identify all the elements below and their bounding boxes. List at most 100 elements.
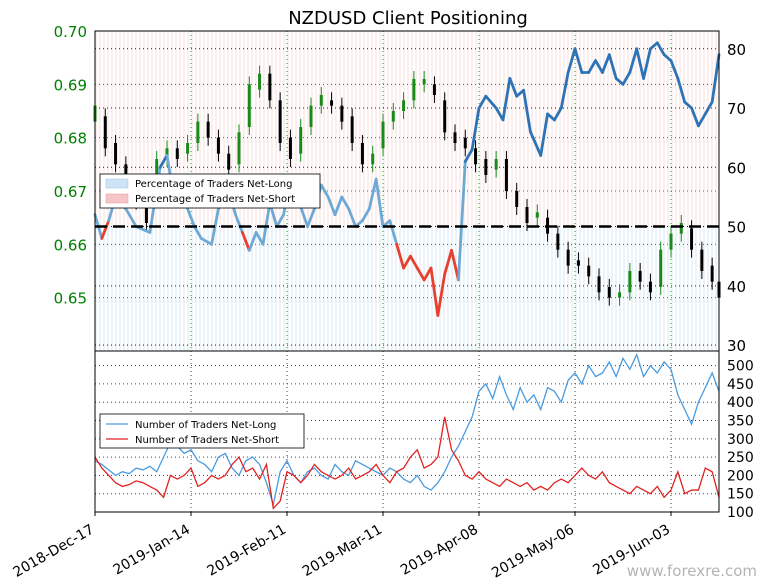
percentage-line-segment (186, 207, 196, 228)
net-short-zone-stripe (127, 31, 129, 227)
percentage-line-segment (607, 53, 618, 80)
net-short-zone-stripe (451, 31, 453, 227)
net-short-zone-stripe (135, 31, 137, 227)
candle-body (494, 159, 498, 170)
net-long-zone-stripe (679, 226, 681, 351)
net-short-zone-stripe (107, 31, 109, 227)
percentage-line-segment (594, 59, 604, 74)
percentage-line-segment (443, 248, 453, 276)
net-long-zone-stripe (655, 226, 657, 351)
candle-body (669, 233, 673, 250)
percentage-tick-label: 50 (727, 219, 746, 237)
net-short-zone-stripe (491, 31, 493, 227)
percentage-line-segment (367, 177, 378, 211)
candle-body (237, 132, 241, 165)
net-long-zone-stripe (475, 226, 477, 351)
percentage-line-segment (662, 53, 673, 63)
net-long-zone-stripe (323, 226, 325, 351)
net-long-zone-stripe (519, 226, 521, 351)
net-long-zone-stripe (95, 226, 97, 351)
percentage-line-segment (703, 100, 714, 116)
net-long-zone-stripe (227, 226, 229, 351)
net-long-zone-stripe (307, 226, 309, 351)
net-short-zone-stripe (407, 31, 409, 227)
candle-body (144, 201, 148, 223)
net-long-zone-stripe (251, 226, 253, 351)
net-short-zone-stripe (607, 31, 609, 227)
net-short-zone-stripe (255, 31, 257, 227)
net-short-zone-stripe (655, 31, 657, 227)
net-long-zone-stripe (571, 226, 573, 351)
net-short-zone-stripe (631, 31, 633, 227)
net-short-zone-stripe (323, 31, 325, 227)
net-short-zone-stripe (119, 31, 121, 227)
net-long-zone-stripe (339, 226, 341, 351)
count-axis-ticks: 100 150 200 250 300 350 400 450 500 (727, 359, 754, 521)
net-long-zone-stripe (123, 226, 125, 351)
net-long-zone-stripe (591, 226, 593, 351)
net-long-zone-stripe (187, 226, 189, 351)
percentage-line-segment (409, 254, 419, 270)
net-short-zone-stripe (571, 31, 573, 227)
net-short-zone-stripe (691, 31, 693, 227)
net-long-zone-stripe (155, 226, 157, 351)
net-long-zone-stripe (499, 226, 501, 351)
net-short-zone-stripe (611, 31, 613, 227)
percentage-line-segment (508, 77, 519, 98)
net-short-zone-stripe (627, 31, 629, 227)
net-short-zone-stripe (339, 31, 341, 227)
percentage-line-segment (347, 207, 357, 228)
count-series-line (94, 416, 720, 510)
net-short-zone-stripe (455, 31, 457, 227)
net-short-zone-stripe (483, 31, 485, 227)
candle-body (103, 116, 107, 149)
net-long-zone-stripe (363, 226, 365, 351)
percentage-line-segment (501, 77, 512, 122)
candle-body (278, 100, 282, 143)
net-short-zone-stripe (467, 31, 469, 227)
candle-body (679, 223, 683, 234)
net-short-zone-stripe (711, 31, 713, 227)
net-long-zone-stripe (183, 226, 185, 351)
net-short-zone-stripe (375, 31, 377, 227)
net-short-zone-stripe (487, 31, 489, 227)
net-short-zone-stripe (515, 31, 517, 227)
percentage-line-segment (247, 231, 258, 252)
net-long-zone-stripe (603, 226, 605, 351)
net-long-zone-stripe (359, 226, 361, 351)
net-long-zone-stripe (647, 226, 649, 351)
net-long-zone-stripe (167, 226, 169, 351)
candle-body (710, 265, 714, 282)
net-short-zone-stripe (211, 31, 213, 227)
candle-body (340, 105, 344, 122)
net-long-zone-stripe (131, 226, 133, 351)
percentage-line-segment (436, 272, 447, 317)
bottom-panel-frame (94, 350, 720, 513)
net-short-zone-stripe (531, 31, 533, 227)
net-long-zone-stripe (451, 226, 453, 351)
percentage-line-segment (374, 177, 385, 228)
candle-body (247, 84, 251, 127)
candle-body (607, 287, 611, 298)
percentage-line-segment (326, 195, 337, 217)
net-short-zone-stripe (651, 31, 653, 227)
net-short-zone-stripe (519, 31, 521, 227)
net-long-zone-stripe (235, 226, 237, 351)
percentage-line-segment (261, 201, 272, 246)
net-short-zone-stripe (639, 31, 641, 227)
net-long-zone-stripe (595, 226, 597, 351)
legend-label-net-long: Percentage of Traders Net-Long (135, 179, 293, 190)
net-short-zone-stripe (283, 31, 285, 227)
candle-body (463, 137, 467, 149)
net-long-zone-stripe (271, 226, 273, 351)
net-long-zone-stripe (303, 226, 305, 351)
net-long-zone-stripe (575, 226, 577, 351)
net-short-zone-stripe (603, 31, 605, 227)
net-long-zone-stripe (351, 226, 353, 351)
net-long-zone-stripe (435, 226, 437, 351)
trader-count-lines (94, 352, 720, 510)
percentage-tick-label: 30 (727, 337, 746, 355)
net-short-zone-stripe (615, 31, 617, 227)
net-short-zone-stripe (391, 31, 393, 227)
